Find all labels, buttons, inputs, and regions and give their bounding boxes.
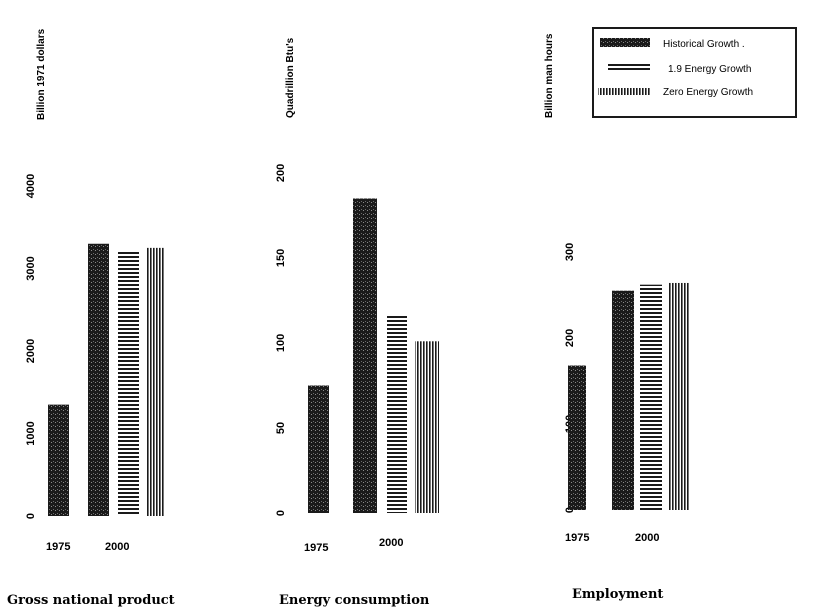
employment-ytick-300: 300 — [564, 243, 576, 261]
panel-gnp: Billion 1971 dollars 0 1000 2000 3000 4000 1… — [7, 28, 175, 608]
employment-xtick-1975: 1975 — [565, 532, 589, 544]
legend: Historical Growth . 1.9 Energy Growth Ze… — [592, 27, 797, 118]
energy-yticks: 0 50 100 150 200 — [275, 164, 287, 516]
energy-bar-2000-1-9-energy-growth — [387, 314, 407, 513]
legend-label-energy-growth: 1.9 Energy Growth — [668, 64, 751, 75]
employment-bar-1975-historical-growth — [568, 365, 586, 510]
energy-xtick-1975: 1975 — [304, 542, 328, 554]
energy-ytick-100: 100 — [275, 334, 287, 352]
gnp-ylabel: Billion 1971 dollars — [36, 28, 47, 120]
employment-bar-2000-zero-energy-growth — [669, 282, 689, 510]
energy-ytick-200: 200 — [275, 164, 287, 182]
gnp-xtick-2000: 2000 — [105, 541, 129, 553]
panel-energy: Quadrillion Btu's 0 50 100 150 200 1975 2000… — [275, 37, 439, 608]
employment-title: Employment — [572, 587, 663, 602]
legend-swatch-zero-growth — [598, 88, 650, 95]
energy-bar-1975-historical-growth — [308, 385, 329, 513]
gnp-ytick-2000: 2000 — [25, 339, 37, 363]
legend-label-historical: Historical Growth . — [663, 39, 745, 50]
energy-ylabel: Quadrillion Btu's — [285, 37, 296, 118]
energy-bars — [308, 198, 439, 513]
gnp-bar-2000-historical-growth — [88, 243, 109, 516]
gnp-ytick-3000: 3000 — [25, 256, 37, 280]
gnp-bar-2000-1-9-energy-growth — [118, 252, 139, 516]
panel-employment: Billion man hours 0100200300 1975 2000 E… — [544, 33, 689, 602]
gnp-ytick-1000: 1000 — [25, 421, 37, 445]
gnp-bar-2000-zero-energy-growth — [147, 247, 165, 516]
gnp-bars — [48, 243, 165, 516]
legend-label-zero-growth: Zero Energy Growth — [663, 87, 753, 98]
gnp-yticks: 0 1000 2000 3000 4000 — [25, 174, 37, 519]
energy-xtick-2000: 2000 — [379, 537, 403, 549]
employment-ylabel: Billion man hours — [544, 33, 555, 118]
gnp-bar-1975-historical-growth — [48, 404, 69, 516]
energy-bar-2000-historical-growth — [353, 198, 377, 513]
legend-frame — [592, 27, 797, 118]
legend-swatch-historical — [600, 38, 650, 47]
energy-title: Energy consumption — [279, 593, 430, 608]
energy-ytick-150: 150 — [275, 249, 287, 267]
employment-bars — [568, 282, 689, 510]
gnp-ytick-4000: 4000 — [25, 174, 37, 198]
energy-bar-2000-zero-energy-growth — [415, 341, 439, 513]
legend-swatch-energy-growth — [608, 64, 650, 72]
gnp-xtick-1975: 1975 — [46, 541, 70, 553]
employment-bar-2000-1-9-energy-growth — [640, 284, 662, 510]
gnp-title: Gross national product — [7, 593, 175, 608]
gnp-ytick-0: 0 — [25, 513, 37, 519]
employment-ytick-200: 200 — [564, 329, 576, 347]
employment-bar-2000-historical-growth — [612, 290, 634, 510]
employment-xtick-2000: 2000 — [635, 532, 659, 544]
energy-ytick-0: 0 — [275, 510, 287, 516]
energy-ytick-50: 50 — [275, 422, 287, 434]
